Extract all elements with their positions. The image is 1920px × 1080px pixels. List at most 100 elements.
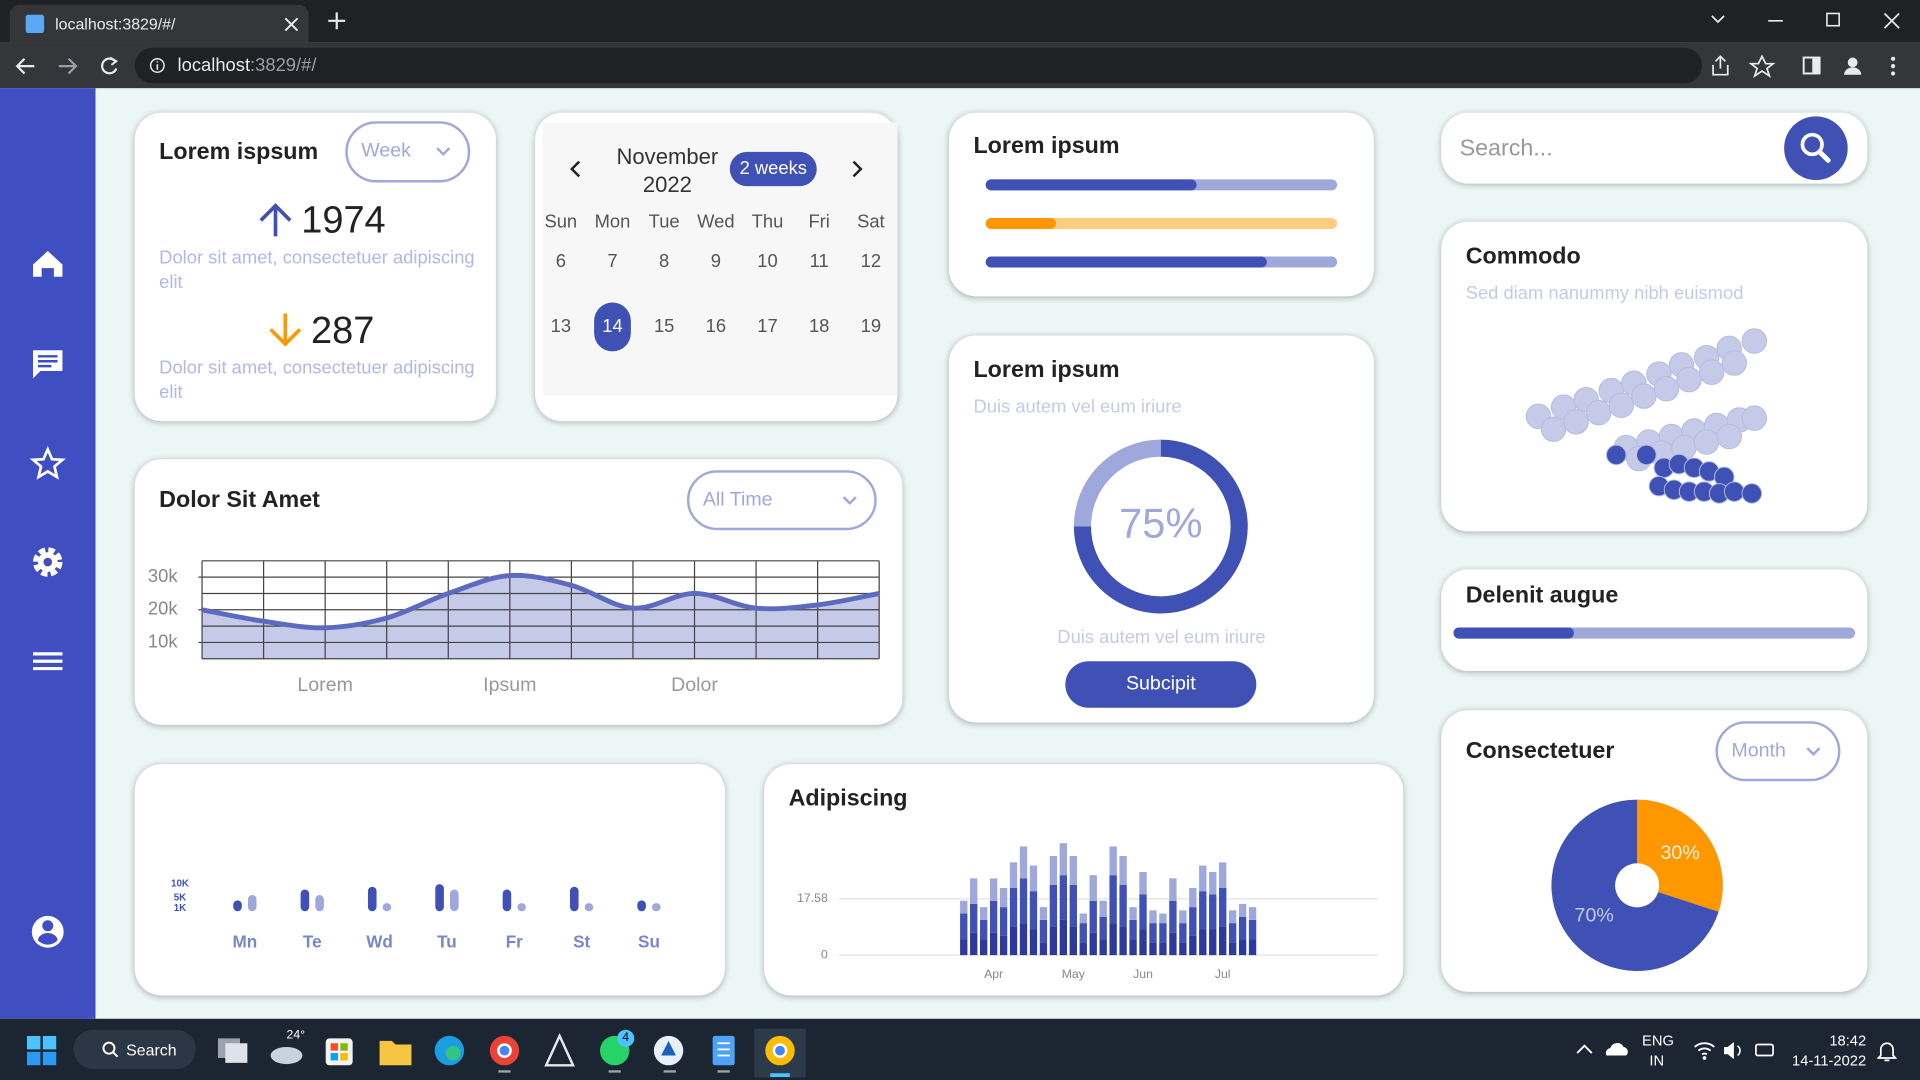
calendar-panel <box>542 122 898 396</box>
donut-track <box>1073 439 1162 527</box>
search-button[interactable] <box>1784 116 1848 180</box>
bar <box>1029 865 1038 892</box>
y-tick-label: 10k <box>148 630 178 651</box>
bar <box>1169 878 1177 901</box>
day: 19 <box>861 315 881 336</box>
window-controls <box>1711 12 1900 29</box>
range-badge[interactable]: 2 weeks <box>729 151 817 187</box>
bar <box>960 900 968 914</box>
bar <box>1079 942 1087 956</box>
bar <box>502 889 512 912</box>
bar <box>1139 929 1147 956</box>
bar <box>233 900 242 912</box>
omnibox[interactable]: localhost:3829/#/ <box>134 47 1703 84</box>
weekday: Mon <box>595 211 631 232</box>
bar <box>1109 923 1117 956</box>
tray-icons[interactable] <box>1575 1038 1629 1060</box>
bar <box>1149 923 1157 943</box>
progress-fill <box>985 217 1056 229</box>
line <box>201 572 880 631</box>
sidebar <box>0 88 96 1019</box>
bar <box>1169 932 1177 956</box>
region: IN <box>1649 1051 1665 1069</box>
nav-buttons[interactable] <box>15 54 125 78</box>
bar <box>1199 891 1207 930</box>
tab[interactable]: localhost:3829/#/ <box>9 4 309 43</box>
x-tick-label: Fr <box>506 931 523 951</box>
bar <box>1069 884 1077 927</box>
prev-arrow[interactable] <box>570 160 581 178</box>
bar <box>1119 855 1127 885</box>
card-title: Consectetuer <box>1465 738 1615 765</box>
point <box>1563 409 1589 435</box>
bar <box>1248 907 1257 920</box>
notification-badge: 4 <box>617 1029 635 1047</box>
star-icon[interactable] <box>29 446 66 480</box>
point <box>1741 405 1768 431</box>
bar <box>1089 875 1097 901</box>
bar <box>1219 862 1227 888</box>
dropdown[interactable]: All Time <box>686 470 877 531</box>
point <box>1636 444 1657 466</box>
point <box>1721 350 1747 376</box>
chat-icon[interactable] <box>33 350 63 379</box>
settings-icon[interactable] <box>33 547 63 577</box>
home-icon[interactable] <box>33 251 63 277</box>
bar <box>970 878 978 904</box>
card-subtitle: Sed diam nanummy nibh euismod <box>1465 282 1744 304</box>
chevron <box>842 495 857 505</box>
notifications[interactable] <box>1877 1040 1897 1062</box>
bar <box>1019 923 1028 956</box>
bar <box>1189 907 1197 936</box>
x-tick-label: Lorem <box>297 674 353 696</box>
point <box>1698 359 1725 385</box>
dropdown[interactable]: Week <box>345 121 471 183</box>
bar <box>1189 935 1197 956</box>
bar <box>1238 916 1247 940</box>
menu-icon[interactable] <box>33 652 63 671</box>
bar <box>1248 919 1257 940</box>
bar <box>1069 926 1077 956</box>
status-icons[interactable] <box>1692 1038 1778 1062</box>
favicon <box>25 14 45 34</box>
day: 16 <box>706 315 726 336</box>
x-tick-label: Wd <box>366 931 393 951</box>
submit-button[interactable]: Subcipit <box>1065 661 1257 708</box>
start-button[interactable] <box>26 1035 57 1066</box>
bar <box>1129 907 1137 920</box>
bar <box>1059 875 1068 920</box>
clock-date: 14-11-2022 <box>1792 1051 1867 1069</box>
tab-close[interactable] <box>284 17 299 32</box>
bar <box>1129 919 1137 940</box>
dropdown[interactable]: Month <box>1715 721 1841 782</box>
bar <box>980 907 988 920</box>
consectetuer-card: Consectetuer Month 30% 70% <box>1441 710 1868 992</box>
stat-text: Dolor sit amet, consectetuer adipiscing … <box>159 247 475 293</box>
taskbar-search[interactable]: Search <box>73 1029 196 1069</box>
tab-bar: localhost:3829/#/ <box>0 0 1920 43</box>
y-tick-label: 0 <box>821 947 828 961</box>
y-tick-label: 5K <box>174 892 187 903</box>
bar <box>1139 894 1147 930</box>
summary-card: Lorem ispsum Week 1974 Dolor sit amet, c… <box>134 112 496 422</box>
bar <box>1089 900 1097 933</box>
search-placeholder: Search... <box>1459 135 1553 162</box>
bar <box>1129 939 1137 956</box>
bar <box>1159 923 1167 943</box>
language: ENG <box>1642 1032 1674 1050</box>
search-card[interactable]: Search... <box>1441 112 1868 184</box>
weekday: Tue <box>649 211 680 232</box>
bar <box>1179 942 1187 956</box>
clock-time: 18:42 <box>1829 1032 1867 1050</box>
bar <box>1099 916 1107 940</box>
next-arrow[interactable] <box>852 160 863 178</box>
new-tab[interactable] <box>328 12 346 30</box>
bar <box>367 886 377 912</box>
point <box>1585 399 1612 426</box>
bar <box>1139 871 1147 895</box>
bar <box>1099 939 1107 956</box>
toolbar-icons[interactable] <box>1709 54 1905 79</box>
bar <box>1159 913 1167 924</box>
calendar-card: November 2022 2 weeks Sun Mon Tue Wed Thu Fri… <box>535 112 898 422</box>
profile-icon[interactable] <box>31 915 64 948</box>
